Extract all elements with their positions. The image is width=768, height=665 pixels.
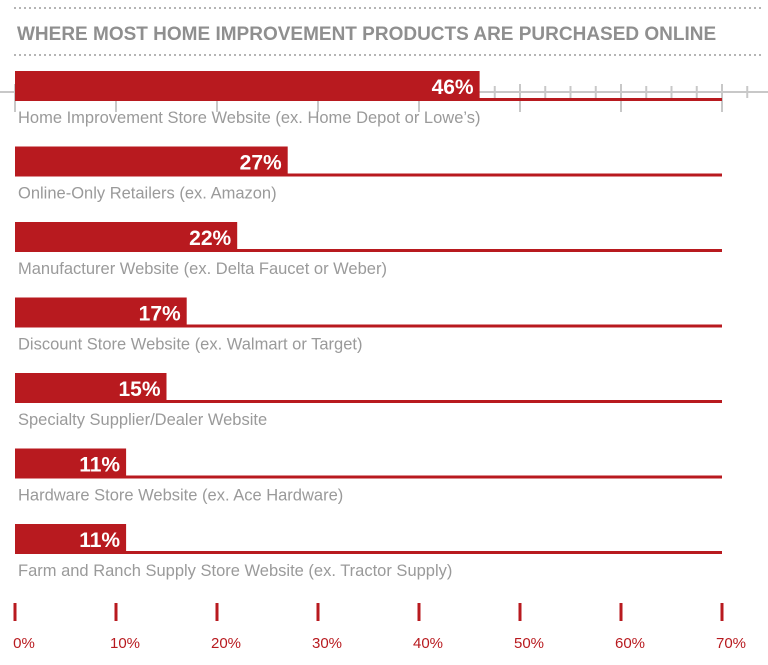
- bar: [15, 146, 288, 177]
- category-label: Farm and Ranch Supply Store Website (ex.…: [18, 562, 452, 580]
- bar: [15, 524, 127, 554]
- bar-baseline: [15, 475, 722, 479]
- bar-baseline: [15, 249, 722, 252]
- x-axis-tick-label: 70%: [716, 635, 746, 652]
- x-axis-tick-label: 40%: [413, 635, 443, 652]
- bar-group: 46% Home Improvement Store Website (ex. H…: [15, 71, 722, 580]
- bar: [15, 222, 238, 252]
- bar-row: 11% Farm and Ranch Supply Store Website (…: [15, 524, 722, 580]
- bar-value-label: 11%: [79, 454, 120, 477]
- bar: [15, 71, 480, 101]
- category-label: Discount Store Website (ex. Walmart or T…: [18, 336, 362, 354]
- bar: [15, 297, 187, 328]
- x-axis-tick-label: 20%: [211, 635, 241, 652]
- category-label: Manufacturer Website (ex. Delta Faucet o…: [18, 260, 387, 278]
- category-label: Hardware Store Website (ex. Ace Hardware…: [18, 487, 343, 505]
- bar-row: 22% Manufacturer Website (ex. Delta Fauce…: [15, 222, 722, 278]
- chart-title: WHERE MOST HOME IMPROVEMENT PRODUCTS ARE…: [17, 24, 716, 45]
- bar-value-label: 11%: [79, 529, 120, 552]
- bar: [15, 448, 127, 479]
- x-axis-tick-label: 60%: [615, 635, 645, 652]
- bar-value-label: 15%: [118, 378, 160, 401]
- x-axis-tick-label: 50%: [514, 635, 544, 652]
- bar-baseline: [15, 324, 722, 328]
- x-axis-tick-label: 0%: [13, 635, 35, 652]
- bar-baseline: [15, 551, 722, 554]
- bar-row: 46% Home Improvement Store Website (ex. H…: [15, 71, 722, 127]
- bar-row: 27% Online-Only Retailers (ex. Amazon): [15, 146, 722, 203]
- x-axis-tick-label: 30%: [312, 635, 342, 652]
- bar-value-label: 22%: [189, 227, 231, 250]
- bar-row: 11% Hardware Store Website (ex. Ace Hardw…: [15, 448, 722, 505]
- bar-value-label: 46%: [432, 76, 474, 99]
- category-label: Home Improvement Store Website (ex. Home…: [18, 109, 481, 127]
- bar-row: 17% Discount Store Website (ex. Walmart o…: [15, 297, 722, 354]
- bar-baseline: [15, 400, 722, 403]
- bar-value-label: 27%: [240, 152, 282, 175]
- category-label: Online-Only Retailers (ex. Amazon): [18, 185, 277, 203]
- bar: [15, 373, 167, 403]
- category-label: Specialty Supplier/Dealer Website: [18, 411, 267, 429]
- bar-value-label: 17%: [139, 303, 181, 326]
- bar-row: 15% Specialty Supplier/Dealer Website: [15, 373, 722, 429]
- bar-baseline: [15, 173, 722, 177]
- x-axis-tick-label: 10%: [110, 635, 140, 652]
